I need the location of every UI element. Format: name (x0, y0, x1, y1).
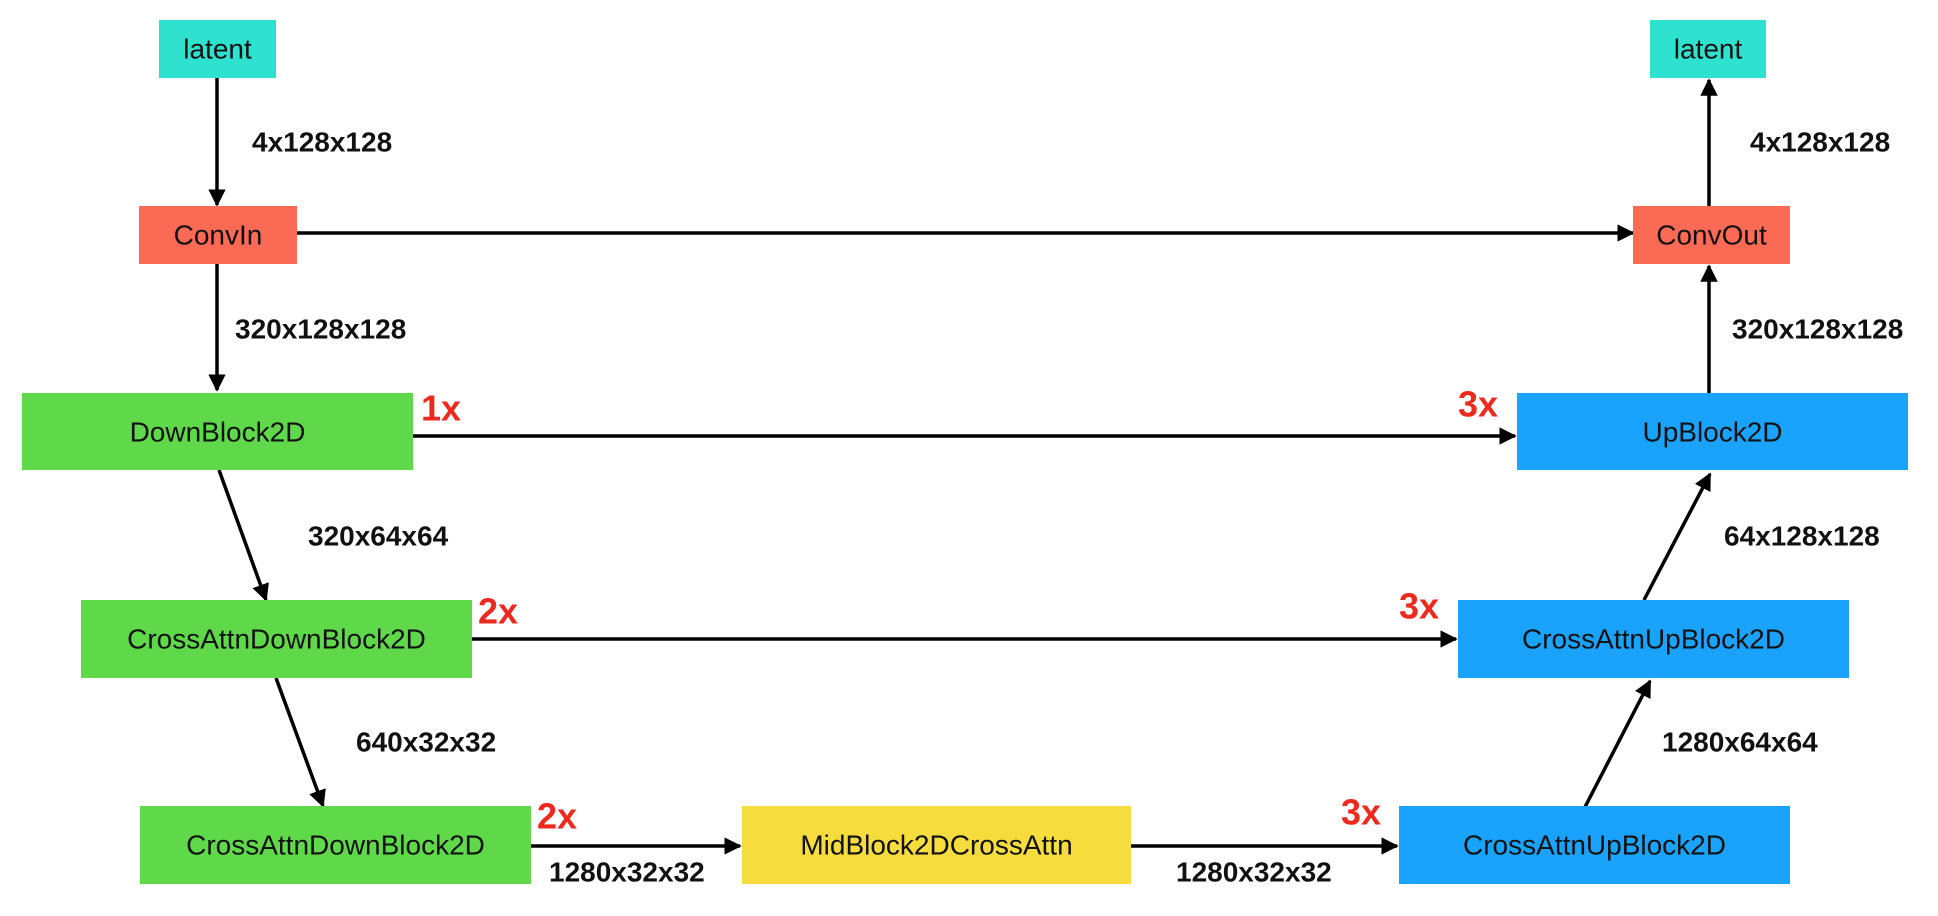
node-cross-up-2-label: CrossAttnUpBlock2D (1463, 830, 1726, 861)
node-conv-in-label: ConvIn (174, 220, 263, 251)
multiplier-cross-up-1: 3x (1399, 586, 1439, 627)
node-conv-out-label: ConvOut (1656, 220, 1767, 251)
multiplier-up-block: 3x (1458, 384, 1498, 425)
node-down-block-label: DownBlock2D (130, 417, 306, 448)
edge-down-block-to-cross-down-1 (217, 469, 269, 602)
node-cross-up-1-label: CrossAttnUpBlock2D (1522, 624, 1785, 655)
node-latent-out-box (1650, 20, 1766, 78)
multiplier-down-block: 1x (421, 388, 461, 429)
shape-mid-to-cross-up-2: 1280x32x32 (1176, 857, 1332, 888)
node-cross-down-1-box (81, 600, 472, 678)
edges (208, 78, 1718, 855)
shape-cross-down-2-to-mid: 1280x32x32 (549, 857, 705, 888)
node-mid-block-box (742, 806, 1131, 884)
multiplier-cross-down-2: 2x (537, 796, 577, 837)
node-up-block-label: UpBlock2D (1642, 417, 1782, 448)
node-cross-up-2-box (1399, 806, 1790, 884)
shape-cross-up-1-to-up: 64x128x128 (1724, 521, 1880, 552)
node-conv-out: ConvOut (1633, 206, 1790, 264)
shape-cross-down-1-to-cross-down-2: 640x32x32 (356, 727, 496, 758)
node-conv-in-box (139, 206, 297, 264)
node-cross-down-2-label: CrossAttnDownBlock2D (186, 830, 485, 861)
node-conv-out-box (1633, 206, 1790, 264)
node-up-block: UpBlock2D (1517, 393, 1908, 470)
node-up-block-box (1517, 393, 1908, 470)
shape-latent-in-to-conv-in: 4x128x128 (252, 127, 392, 158)
node-cross-down-2-box (140, 806, 531, 884)
shape-up-to-conv-out: 320x128x128 (1732, 314, 1903, 345)
node-cross-up-1-box (1458, 600, 1849, 678)
multiplier-cross-down-1: 2x (478, 591, 518, 632)
node-down-block-box (22, 393, 413, 470)
node-latent-out: latent (1650, 20, 1766, 78)
edge-cross-up-2-to-cross-up-1 (1583, 679, 1652, 808)
shape-conv-in-to-down: 320x128x128 (235, 314, 406, 345)
node-cross-down-2: CrossAttnDownBlock2D (140, 806, 531, 884)
node-mid-block-label: MidBlock2DCrossAttn (800, 830, 1072, 861)
multiplier-labels: 1x 2x 2x 3x 3x 3x (421, 384, 1498, 837)
shape-conv-out-to-latent: 4x128x128 (1750, 127, 1890, 158)
node-conv-in: ConvIn (139, 206, 297, 264)
node-cross-down-1: CrossAttnDownBlock2D (81, 600, 472, 678)
node-latent-in-label: latent (183, 34, 252, 65)
node-cross-up-2: CrossAttnUpBlock2D (1399, 806, 1790, 884)
shape-labels: 4x128x128 320x128x128 320x64x64 640x32x3… (235, 127, 1903, 888)
node-down-block: DownBlock2D (22, 393, 413, 470)
node-cross-down-1-label: CrossAttnDownBlock2D (127, 624, 426, 655)
node-latent-in-box (159, 20, 276, 78)
node-latent-in: latent (159, 20, 276, 78)
edge-cross-down-1-to-cross-down-2 (274, 677, 326, 808)
shape-down-to-cross-down-1: 320x64x64 (308, 521, 449, 552)
node-cross-up-1: CrossAttnUpBlock2D (1458, 600, 1849, 678)
node-latent-out-label: latent (1674, 34, 1743, 65)
node-mid-block: MidBlock2DCrossAttn (742, 806, 1131, 884)
edge-cross-up-1-to-up-block (1642, 472, 1712, 601)
shape-cross-up-2-to-cross-up-1: 1280x64x64 (1662, 727, 1818, 758)
multiplier-cross-up-2: 3x (1341, 792, 1381, 833)
